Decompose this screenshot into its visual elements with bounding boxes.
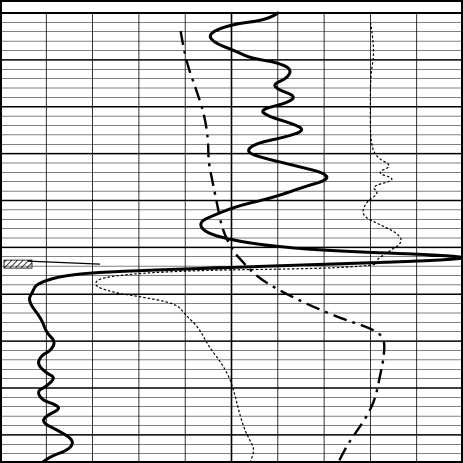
series-group <box>28 11 463 463</box>
series-line-dash-dot <box>179 30 386 463</box>
hatched-marker <box>3 259 33 269</box>
series-line-solid-thick <box>28 11 463 463</box>
series-line-dotted <box>95 21 402 463</box>
hatched-marker-pointer <box>27 260 101 265</box>
annotations <box>3 259 101 269</box>
